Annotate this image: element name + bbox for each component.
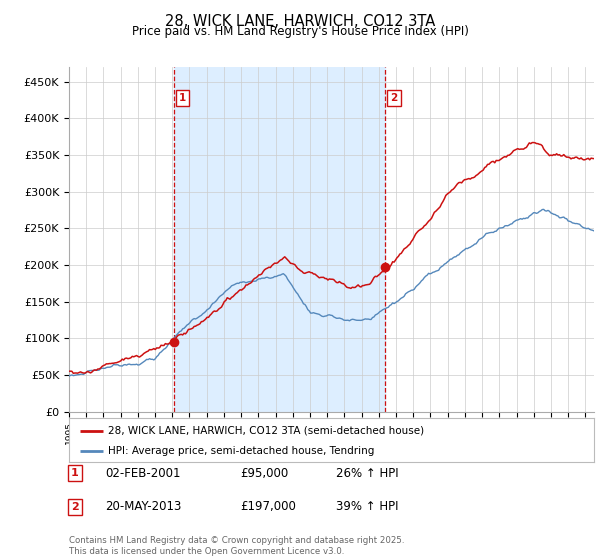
Text: HPI: Average price, semi-detached house, Tendring: HPI: Average price, semi-detached house,… (109, 446, 375, 456)
Text: 20-MAY-2013: 20-MAY-2013 (105, 500, 181, 514)
Text: 2: 2 (391, 93, 398, 103)
Text: Price paid vs. HM Land Registry's House Price Index (HPI): Price paid vs. HM Land Registry's House … (131, 25, 469, 38)
Text: 2: 2 (71, 502, 79, 512)
Text: 1: 1 (179, 93, 186, 103)
Text: 1: 1 (71, 468, 79, 478)
Text: 28, WICK LANE, HARWICH, CO12 3TA (semi-detached house): 28, WICK LANE, HARWICH, CO12 3TA (semi-d… (109, 426, 425, 436)
Text: 26% ↑ HPI: 26% ↑ HPI (336, 466, 398, 480)
Text: Contains HM Land Registry data © Crown copyright and database right 2025.
This d: Contains HM Land Registry data © Crown c… (69, 536, 404, 556)
Text: 28, WICK LANE, HARWICH, CO12 3TA: 28, WICK LANE, HARWICH, CO12 3TA (165, 14, 435, 29)
Text: 39% ↑ HPI: 39% ↑ HPI (336, 500, 398, 514)
Text: 02-FEB-2001: 02-FEB-2001 (105, 466, 181, 480)
Bar (174, 67, 385, 412)
Text: £95,000: £95,000 (240, 466, 288, 480)
Text: £197,000: £197,000 (240, 500, 296, 514)
